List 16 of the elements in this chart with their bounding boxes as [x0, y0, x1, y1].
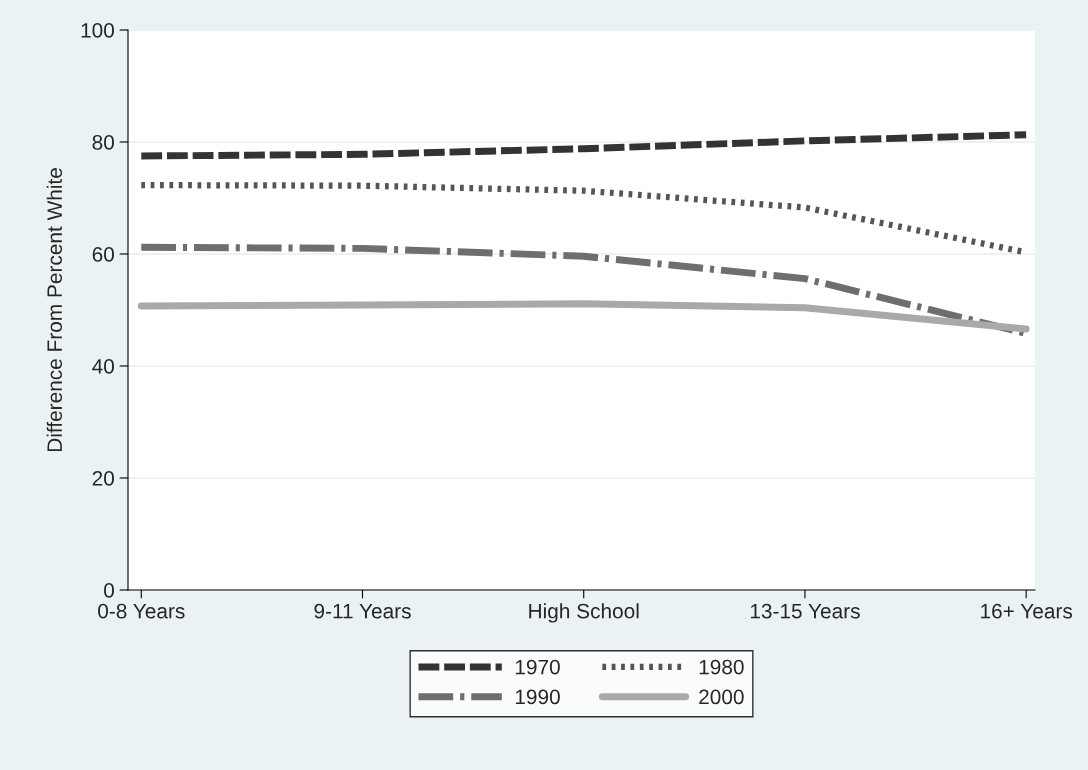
legend-label: 1990 [515, 689, 560, 705]
y-tick-label: 0 [104, 583, 114, 598]
x-tick-label: High School [529, 603, 639, 623]
x-tick-label: 13-15 Years [750, 603, 860, 619]
legend-label: 1980 [699, 659, 744, 675]
legend-label: 1970 [515, 659, 560, 675]
y-tick-label: 60 [92, 247, 114, 262]
y-axis-title: Difference From Percent White [46, 168, 63, 452]
x-tick-label: 0-8 Years [98, 603, 185, 619]
y-tick-label: 80 [92, 135, 114, 150]
legend-label: 2000 [699, 689, 744, 705]
x-tick-label: 9-11 Years [314, 603, 411, 619]
x-tick-label: 16+ Years [981, 603, 1073, 619]
y-tick-label: 100 [81, 23, 114, 38]
y-tick-label: 40 [92, 359, 114, 374]
y-tick-label: 20 [92, 471, 114, 486]
